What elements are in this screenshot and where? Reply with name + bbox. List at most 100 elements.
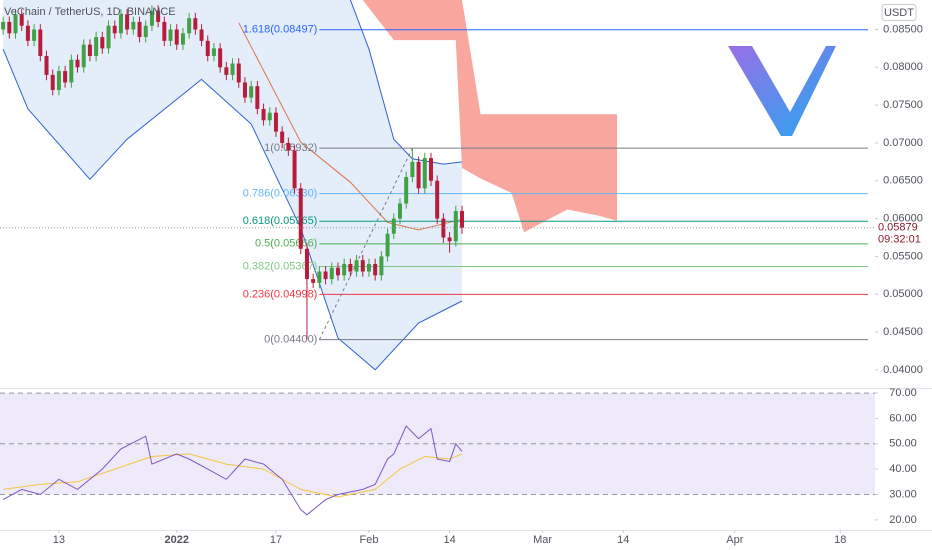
- candle-body: [69, 59, 74, 83]
- candle-body: [156, 10, 161, 22]
- y-tick-label: 0.04500: [883, 326, 923, 338]
- rsi-tick-label: 70.00: [889, 387, 917, 399]
- candle-body: [187, 18, 192, 34]
- rsi-tick-label: 40.00: [889, 463, 917, 475]
- candle-body: [230, 63, 235, 75]
- candle-body: [199, 29, 204, 41]
- candle-body: [19, 14, 24, 26]
- bollinger-lower: [2, 49, 463, 371]
- x-tick-label: Feb: [359, 534, 378, 546]
- fib-label: 0.618(0.05965): [243, 215, 318, 227]
- candle-body: [118, 14, 123, 34]
- candle-body: [143, 25, 148, 38]
- candle-body: [459, 211, 464, 228]
- candle-body: [298, 188, 303, 249]
- x-tick-label: 14: [443, 534, 455, 546]
- candle-body: [75, 59, 80, 68]
- candle-body: [397, 203, 402, 219]
- candle-body: [267, 112, 272, 121]
- candle-body: [447, 237, 452, 242]
- candle-body: [81, 44, 86, 68]
- bollinger-basis: [238, 22, 463, 231]
- candle-body: [255, 86, 260, 109]
- y-tick-label: 0.05000: [883, 288, 923, 300]
- candle-body: [323, 271, 328, 280]
- candle-body: [249, 86, 254, 98]
- candle-body: [168, 29, 173, 41]
- candle-body: [38, 29, 43, 56]
- cloud: [362, 0, 617, 233]
- candle-body: [87, 44, 92, 56]
- fib-label: 0.786(0.06330): [243, 188, 318, 200]
- x-tick-label: Mar: [533, 534, 552, 546]
- countdown: 09:32:01: [878, 234, 921, 246]
- candle-body: [224, 67, 229, 75]
- candle-body: [211, 48, 216, 56]
- candle-body: [261, 108, 266, 121]
- candle-body: [125, 14, 130, 30]
- candle-body: [311, 279, 316, 283]
- bollinger-upper: [349, 0, 463, 165]
- candle-body: [348, 263, 353, 272]
- x-tick-label: 17: [270, 534, 282, 546]
- candle-body: [106, 25, 111, 49]
- candle-body: [25, 25, 30, 41]
- last-price-label: 0.05879: [878, 222, 918, 234]
- y-tick-label: 0.08500: [883, 23, 923, 35]
- candle-body: [1, 21, 6, 30]
- fib-label: 1(0.06932): [264, 142, 317, 154]
- candle-body: [329, 267, 334, 280]
- candle-body: [385, 233, 390, 257]
- candle-body: [280, 131, 285, 143]
- candle-body: [50, 74, 55, 91]
- x-tick-label: 18: [834, 534, 846, 546]
- rsi-tick-label: 20.00: [889, 514, 917, 526]
- fib-label: 0.382(0.05367): [243, 260, 318, 272]
- currency-box[interactable]: [881, 4, 917, 21]
- candle-body: [193, 18, 198, 30]
- y-tick-label: 0.05500: [883, 250, 923, 262]
- candle-body: [162, 21, 167, 41]
- candle-body: [422, 158, 427, 189]
- candle-body: [44, 55, 49, 75]
- bollinger-fill: [3, 0, 462, 370]
- candle-body: [304, 248, 309, 280]
- vechain-logo: [728, 46, 836, 136]
- rsi-ma: [3, 453, 463, 498]
- y-tick-label: 0.04000: [883, 364, 923, 376]
- candle-body: [13, 14, 18, 34]
- candle-body: [335, 267, 340, 276]
- candle-body: [180, 33, 185, 45]
- y-tick-label: 0.07000: [883, 137, 923, 149]
- candle-body: [273, 112, 278, 132]
- candle-body: [131, 21, 136, 30]
- candle-body: [391, 218, 396, 234]
- y-tick-label: 0.08000: [883, 61, 923, 73]
- rsi-line: [2, 425, 463, 516]
- fib-label: 0.5(0.05666): [255, 238, 317, 250]
- candle-body: [137, 21, 142, 38]
- candle-body: [435, 180, 440, 219]
- candle-body: [242, 82, 247, 98]
- candle-body: [63, 71, 68, 83]
- candle-body: [441, 218, 446, 238]
- candle-body: [236, 63, 241, 83]
- candle-body: [317, 271, 322, 283]
- candle-body: [379, 256, 384, 276]
- x-tick-label: 13: [53, 534, 65, 546]
- candle-body: [360, 260, 365, 272]
- price-pane: 1.618(0.08497) 1(0.06932) 0.786(0.06330) 0.…: [0, 0, 875, 371]
- candle-body: [428, 158, 433, 181]
- candle-body: [205, 40, 210, 56]
- candle-body: [366, 263, 371, 272]
- currency[interactable]: USDT: [884, 7, 914, 19]
- candle-body: [373, 263, 378, 276]
- candle-body: [7, 21, 12, 34]
- x-tick-label: 14: [617, 534, 629, 546]
- fib-label: 1.618(0.08497): [243, 24, 318, 36]
- candle-body: [416, 161, 421, 189]
- fib-label: 0(0.04400): [264, 334, 317, 346]
- rsi-tick-label: 50.00: [889, 438, 917, 450]
- candle-body: [112, 25, 117, 34]
